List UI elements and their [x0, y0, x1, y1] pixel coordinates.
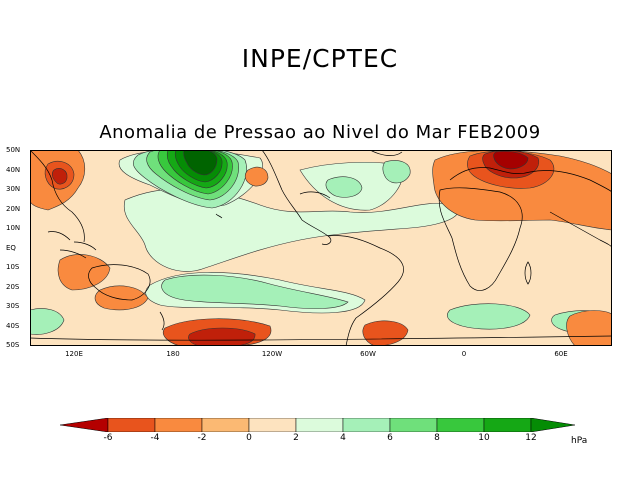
coastline-europe	[449, 167, 612, 193]
coastline-indonesia	[47, 231, 97, 259]
anomaly-map	[30, 150, 612, 346]
colorbar-swatch-neg2-0	[201, 418, 250, 432]
colorbar-swatch-10-12	[483, 418, 532, 432]
lon-label-60w: 60W	[360, 350, 376, 358]
south-america-negative-low	[362, 320, 409, 346]
lon-label-180: 180	[166, 350, 180, 358]
colorbar-label-neg6: -6	[103, 433, 113, 443]
lat-label-40s: 40S	[6, 322, 20, 330]
colorbar-swatch-max	[530, 418, 576, 432]
coastline-africa	[438, 187, 523, 291]
east-pacific-negative-patch	[244, 166, 269, 187]
coastline-australia	[88, 264, 151, 301]
lat-label-10n: 10N	[6, 224, 21, 232]
coastline-north-america	[261, 150, 332, 245]
west-pacific-negative	[57, 254, 111, 291]
australia-negative	[94, 285, 149, 311]
colorbar-label-10: 10	[478, 433, 490, 443]
lat-label-50s: 50S	[6, 341, 20, 349]
coastline-antarctic-edge	[30, 335, 612, 341]
colorbar	[60, 418, 576, 432]
colorbar-label-neg4: -4	[150, 433, 160, 443]
colorbar-label-8: 8	[434, 433, 440, 443]
colorbar-swatch-0-2	[248, 418, 297, 432]
pacific-positive-band	[123, 188, 459, 272]
lat-label-30s: 30S	[6, 302, 20, 310]
south-atlantic-negative-low	[566, 310, 612, 346]
coastline-new-zealand	[159, 311, 165, 331]
colorbar-swatch-neg6-neg4	[107, 418, 156, 432]
colorbar-swatch-neg4-neg2	[154, 418, 203, 432]
lon-label-120w: 120W	[261, 350, 283, 358]
gulf-green-patch	[325, 176, 363, 198]
colorbar-swatch-6-8	[389, 418, 438, 432]
europe-negative-peak	[493, 150, 529, 170]
colorbar-swatch-2-4	[295, 418, 344, 432]
lat-label-20n: 20N	[6, 205, 21, 213]
south-pacific-green-core	[161, 274, 349, 309]
colorbar-label-12: 12	[525, 433, 537, 443]
south-pacific-negative-core	[188, 327, 256, 346]
colorbar-swatch-min	[60, 418, 109, 432]
lon-label-120e: 120E	[65, 350, 83, 358]
coastline-south-america	[327, 235, 404, 346]
lon-label-60e: 60E	[554, 350, 568, 358]
coastline-asia	[30, 150, 612, 249]
colorbar-swatch-8-10	[436, 418, 485, 432]
colorbar-unit: hPa	[571, 436, 588, 446]
east-atlantic-green-patch	[382, 160, 411, 184]
colorbar-label-0: 0	[246, 433, 252, 443]
map-title: Anomalia de Pressao ao Nivel do Mar FEB2…	[99, 122, 541, 143]
colorbar-label-4: 4	[340, 433, 346, 443]
organization-title: INPE/CPTEC	[241, 44, 399, 73]
north-pacific-high-level12	[183, 150, 218, 176]
lat-label-eq: EQ	[6, 244, 16, 252]
colorbar-label-2: 2	[293, 433, 299, 443]
lat-label-30n: 30N	[6, 185, 21, 193]
lat-label-10s: 10S	[6, 263, 20, 271]
map-frame	[30, 150, 612, 346]
lat-label-50n: 50N	[6, 146, 21, 154]
south-atlantic-green-patch	[447, 303, 531, 330]
coastline-greenland	[369, 150, 403, 156]
colorbar-swatch-4-6	[342, 418, 391, 432]
southwest-corner-green	[30, 308, 65, 335]
lon-label-0: 0	[461, 350, 467, 358]
asia-negative-center	[51, 168, 68, 185]
lat-label-20s: 20S	[6, 283, 20, 291]
lat-label-40n: 40N	[6, 166, 21, 174]
coastline-madagascar	[524, 261, 532, 285]
coastline-hawaii	[215, 213, 223, 219]
colorbar-label-6: 6	[387, 433, 393, 443]
colorbar-label-neg2: -2	[197, 433, 207, 443]
